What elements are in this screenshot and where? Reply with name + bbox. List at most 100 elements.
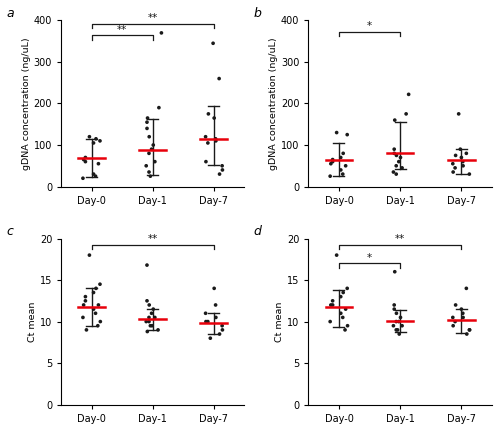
Point [343,131,351,138]
Point [336,293,344,300]
Point [339,150,347,157]
Point [462,285,470,292]
Point [82,154,90,161]
Point [218,162,226,169]
Point [150,142,158,149]
Point [82,158,90,165]
Point [148,146,156,152]
Text: **: ** [148,234,158,245]
Point [90,140,98,146]
Point [144,328,152,335]
Y-axis label: Ct mean: Ct mean [28,302,37,342]
Point [155,104,163,111]
Point [210,114,218,121]
Point [150,306,158,313]
Point [143,119,151,126]
Point [148,310,156,317]
Point [398,165,406,172]
Point [145,150,153,157]
Point [396,314,404,321]
Point [92,173,100,180]
Point [218,322,226,329]
Point [143,297,151,304]
Point [451,165,459,172]
Point [390,150,398,157]
Point [449,314,457,321]
Point [339,314,347,321]
Point [342,306,349,313]
Point [456,146,464,152]
Point [94,160,102,167]
Point [82,297,90,304]
Point [395,158,403,165]
Point [145,318,153,325]
Point [392,318,400,325]
Point [144,114,152,121]
Point [339,171,347,178]
Point [462,150,470,157]
Point [94,322,102,329]
Point [218,327,226,334]
Y-axis label: gDNA concentration (ng/uL): gDNA concentration (ng/uL) [269,37,278,170]
Point [337,166,345,173]
Text: **: ** [395,234,405,245]
Text: **: ** [148,13,158,23]
Point [90,306,98,313]
Text: d: d [254,225,262,238]
Point [80,302,88,308]
Point [204,111,212,118]
Point [328,302,336,308]
Point [145,168,153,175]
Point [82,293,90,300]
Point [452,302,460,308]
Point [466,327,473,334]
Point [328,156,336,163]
Point [142,318,150,325]
Point [80,156,88,163]
Point [96,281,104,288]
Point [154,327,162,334]
Point [459,162,467,169]
Point [332,129,340,136]
Point [404,91,412,98]
Point [212,314,220,321]
Text: **: ** [117,25,128,35]
Point [209,40,217,47]
Point [463,330,471,337]
Point [151,314,159,321]
Point [96,137,104,144]
Point [459,310,467,317]
Point [449,322,457,329]
Point [145,314,153,321]
Point [337,310,345,317]
Point [396,154,404,161]
Point [145,133,153,140]
Point [218,166,226,173]
Point [92,135,100,142]
Point [342,162,349,169]
Point [392,152,400,159]
Y-axis label: Ct mean: Ct mean [275,302,284,342]
Point [398,322,406,329]
Point [148,322,156,329]
Point [143,125,151,132]
Point [90,171,98,178]
Point [151,158,159,165]
Point [339,289,347,296]
Point [212,302,220,308]
Point [390,322,398,329]
Point [451,318,459,325]
Point [327,160,335,167]
Point [402,111,410,118]
Y-axis label: gDNA concentration (ng/uL): gDNA concentration (ng/uL) [22,37,31,170]
Point [158,29,166,36]
Point [146,322,154,329]
Point [202,310,209,317]
Point [327,302,335,308]
Point [459,158,467,165]
Point [328,158,336,165]
Point [326,318,334,325]
Point [90,289,98,296]
Point [449,168,457,175]
Point [341,327,349,334]
